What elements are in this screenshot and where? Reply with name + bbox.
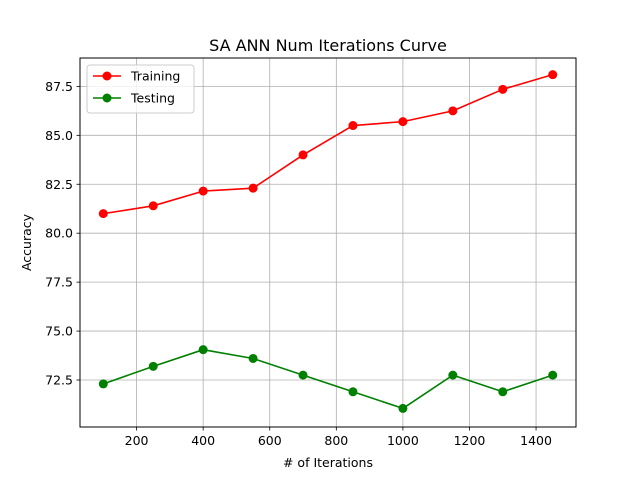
testing-data-point (198, 345, 208, 355)
y-tick-label: 75.0 (45, 324, 73, 339)
training-data-point (398, 117, 408, 127)
y-tick-label: 80.0 (45, 226, 73, 241)
series-line-testing (103, 348, 553, 410)
legend-testing-label: Testing (130, 91, 175, 106)
legend-training-label: Training (130, 69, 180, 84)
plot-frame (79, 57, 577, 428)
y-axis-label: Accuracy (19, 213, 34, 271)
chart-title: SA ANN Num Iterations Curve (209, 36, 447, 55)
y-tick-label: 77.5 (45, 275, 73, 290)
axis-ticks: 200 400 600 800 1000 1200 1400 72.5 75.0 77.5 80.0… (45, 79, 552, 448)
legend-training-marker (102, 71, 112, 81)
testing-data-point (98, 379, 108, 389)
testing-data-point (348, 387, 358, 397)
x-tick-label: 1200 (454, 433, 486, 448)
training-data-point (448, 106, 458, 116)
x-tick-label: 400 (191, 433, 215, 448)
x-tick-label: 800 (324, 433, 348, 448)
testing-data-point (448, 370, 458, 380)
training-data-point (98, 209, 108, 219)
training-data-point (248, 183, 258, 193)
legend-testing-marker (102, 93, 112, 103)
testing-data-point (498, 387, 508, 397)
x-tick-label: 1000 (387, 433, 419, 448)
y-tick-label: 87.5 (45, 79, 73, 94)
testing-data-point (548, 370, 558, 380)
x-tick-label: 1400 (520, 433, 552, 448)
training-data-point (348, 121, 358, 131)
training-data-point (198, 186, 208, 196)
plot-series (98, 70, 558, 413)
training-data-point (298, 150, 308, 160)
x-axis-label: # of Iterations (283, 455, 373, 470)
y-tick-label: 82.5 (45, 177, 73, 192)
y-tick-label: 72.5 (45, 373, 73, 388)
testing-data-point (298, 370, 308, 380)
testing-data-point (398, 403, 408, 413)
y-tick-label: 85.0 (45, 128, 73, 143)
testing-data-point (248, 353, 258, 363)
training-data-point (148, 201, 158, 211)
grid (80, 58, 576, 427)
x-tick-label: 600 (258, 433, 282, 448)
training-data-point (498, 84, 508, 94)
legend: Training Testing (86, 64, 195, 114)
training-data-point (548, 70, 558, 80)
legend-box (86, 64, 195, 114)
x-tick-label: 200 (125, 433, 149, 448)
testing-data-point (148, 361, 158, 371)
series-line-training (103, 73, 553, 215)
